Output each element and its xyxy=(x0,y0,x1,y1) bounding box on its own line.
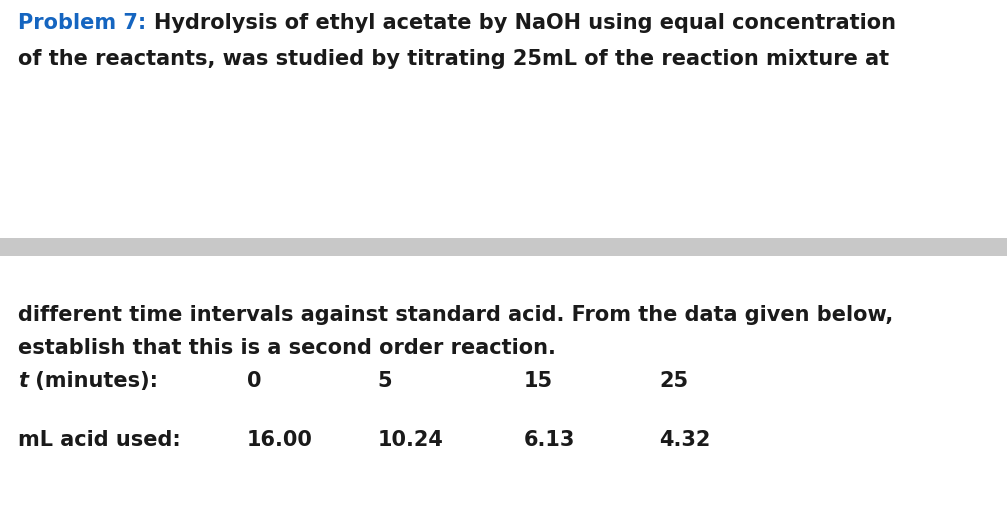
Text: establish that this is a second order reaction.: establish that this is a second order re… xyxy=(18,338,556,358)
Bar xyxy=(0,238,1007,256)
Text: 5: 5 xyxy=(378,371,393,391)
Text: (minutes):: (minutes): xyxy=(28,371,158,391)
Text: Hydrolysis of ethyl acetate by NaOH using equal concentration: Hydrolysis of ethyl acetate by NaOH usin… xyxy=(154,13,895,33)
Text: 10.24: 10.24 xyxy=(378,430,443,450)
Text: 16.00: 16.00 xyxy=(247,430,312,450)
Text: different time intervals against standard acid. From the data given below,: different time intervals against standar… xyxy=(18,305,893,325)
Text: 25: 25 xyxy=(660,371,689,391)
Text: t: t xyxy=(18,371,28,391)
Text: of the reactants, was studied by titrating 25mL of the reaction mixture at: of the reactants, was studied by titrati… xyxy=(18,49,889,69)
Text: 0: 0 xyxy=(247,371,261,391)
Text: 6.13: 6.13 xyxy=(524,430,575,450)
Text: 15: 15 xyxy=(524,371,553,391)
Text: 4.32: 4.32 xyxy=(660,430,711,450)
Text: mL acid used:: mL acid used: xyxy=(18,430,181,450)
Text: Problem 7:: Problem 7: xyxy=(18,13,154,33)
